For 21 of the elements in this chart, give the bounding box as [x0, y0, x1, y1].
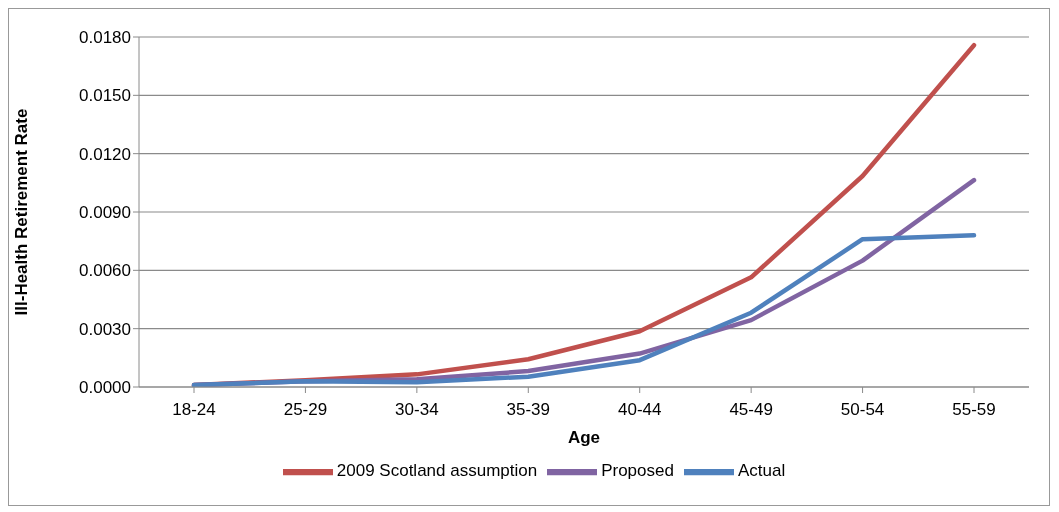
x-tick-label: 40-44	[617, 400, 662, 420]
line-series	[191, 233, 977, 387]
y-tick-label: 0.0000	[79, 378, 131, 398]
y-tick-label: 0.0150	[79, 86, 131, 106]
y-tick-label: 0.0060	[79, 261, 131, 281]
x-axis-title: Age	[567, 428, 601, 447]
legend-label: Proposed	[601, 461, 674, 481]
x-tick-label: 25-29	[283, 400, 328, 420]
y-axis-title: Ill-Health Retirement Rate	[12, 108, 32, 316]
legend-label: Actual	[737, 461, 786, 481]
y-tick-label: 0.0180	[79, 28, 131, 48]
y-tick-label: 0.0030	[79, 319, 131, 339]
y-tick-label: 0.0120	[79, 144, 131, 164]
x-tick-label: 35-39	[506, 400, 551, 420]
legend-label: 2009 Scotland assumption	[336, 461, 538, 481]
y-tick-label: 0.0090	[79, 203, 131, 223]
x-tick-label: 55-59	[952, 400, 996, 420]
x-tick-label: 30-34	[395, 400, 439, 420]
x-tick-label: 18-24	[172, 400, 216, 420]
x-tick-label: 45-49	[729, 400, 773, 420]
x-tick-label: 50-54	[840, 400, 885, 420]
